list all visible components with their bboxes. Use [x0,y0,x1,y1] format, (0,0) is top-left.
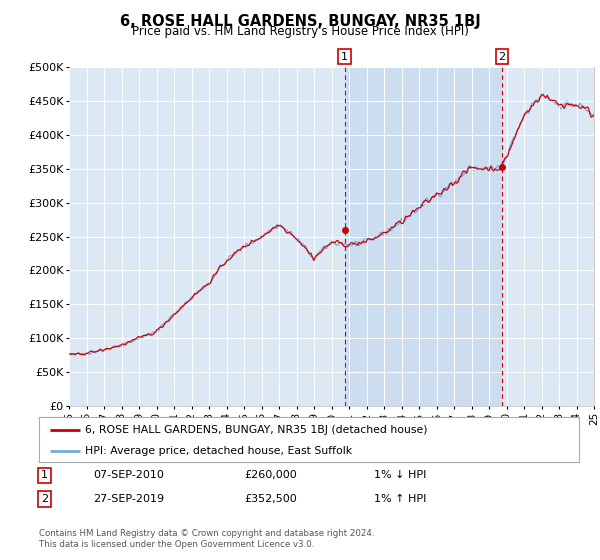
Text: 1% ↑ HPI: 1% ↑ HPI [374,494,426,504]
Text: 6, ROSE HALL GARDENS, BUNGAY, NR35 1BJ: 6, ROSE HALL GARDENS, BUNGAY, NR35 1BJ [119,14,481,29]
Text: 2: 2 [499,52,506,62]
Text: 07-SEP-2010: 07-SEP-2010 [93,470,164,480]
Text: £352,500: £352,500 [244,494,297,504]
Text: HPI: Average price, detached house, East Suffolk: HPI: Average price, detached house, East… [85,446,352,456]
Bar [344,67,502,406]
Text: Price paid vs. HM Land Registry's House Price Index (HPI): Price paid vs. HM Land Registry's House … [131,25,469,38]
Text: £260,000: £260,000 [244,470,297,480]
Text: 1% ↓ HPI: 1% ↓ HPI [374,470,426,480]
Text: 6, ROSE HALL GARDENS, BUNGAY, NR35 1BJ (detached house): 6, ROSE HALL GARDENS, BUNGAY, NR35 1BJ (… [85,424,427,435]
Text: 1: 1 [341,52,348,62]
Text: 27-SEP-2019: 27-SEP-2019 [93,494,164,504]
Text: 2: 2 [41,494,48,504]
Text: 1: 1 [41,470,48,480]
Text: Contains HM Land Registry data © Crown copyright and database right 2024.
This d: Contains HM Land Registry data © Crown c… [39,529,374,549]
